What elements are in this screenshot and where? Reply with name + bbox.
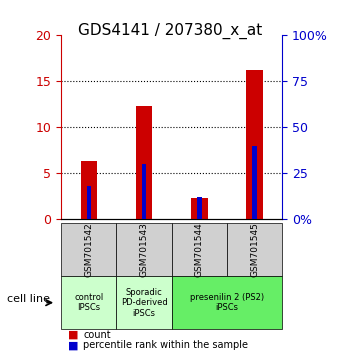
Text: ■: ■ [68,330,79,339]
Text: cell line: cell line [7,294,50,304]
Text: GSM701542: GSM701542 [84,222,93,277]
Bar [191,198,208,219]
Bar [81,161,97,219]
Text: ■: ■ [68,340,79,350]
Text: presenilin 2 (PS2)
iPSCs: presenilin 2 (PS2) iPSCs [190,293,264,312]
Text: GSM701544: GSM701544 [195,222,204,277]
Bar [87,186,91,219]
Text: control
IPSCs: control IPSCs [74,293,103,312]
Text: percentile rank within the sample: percentile rank within the sample [83,340,248,350]
Bar [246,70,263,219]
Text: Sporadic
PD-derived
iPSCs: Sporadic PD-derived iPSCs [121,288,168,318]
Text: GSM701543: GSM701543 [140,222,149,277]
Text: count: count [83,330,111,339]
Bar [197,198,202,219]
Bar [136,106,152,219]
Text: GSM701545: GSM701545 [250,222,259,277]
Text: GDS4141 / 207380_x_at: GDS4141 / 207380_x_at [78,23,262,39]
Bar [252,146,257,219]
Bar [142,164,146,219]
